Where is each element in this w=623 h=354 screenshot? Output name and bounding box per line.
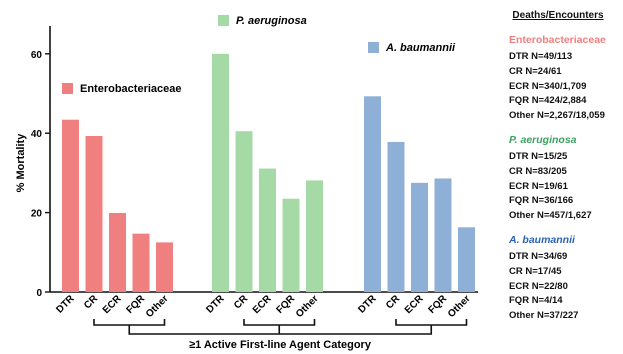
panel-count-line: FQR N=4/14 xyxy=(509,295,563,307)
panel-count-line: DTR N=34/69 xyxy=(509,250,568,262)
panel-count-line: ECR N=22/80 xyxy=(509,280,568,292)
legend-swatch xyxy=(62,83,73,94)
panel-groups: Enterobacteriaceae DTR N=49/113 CR N=24/61… xyxy=(495,34,621,324)
category-label: Other xyxy=(294,293,321,320)
bar xyxy=(235,131,253,292)
y-tick-label: 60 xyxy=(31,50,43,61)
legend-swatch xyxy=(368,42,379,53)
bar xyxy=(132,233,150,292)
bar xyxy=(411,182,428,292)
bar-layer xyxy=(62,53,475,293)
group-bracket xyxy=(243,319,316,326)
category-label: DTR xyxy=(204,293,227,316)
category-label: ECR xyxy=(251,293,274,316)
panel-count-line: FQR N=424/2,884 xyxy=(509,95,587,107)
y-tick-label: 40 xyxy=(31,129,43,140)
bar xyxy=(259,168,276,292)
group-bracket xyxy=(395,319,468,326)
bar xyxy=(306,180,323,292)
panel-group: A. baumannii DTR N=34/69 CR N=17/45 ECR N=2… xyxy=(509,234,621,324)
category-label: CR xyxy=(232,293,251,312)
panel-count-line: FQR N=36/166 xyxy=(509,195,574,207)
category-label: ECR xyxy=(403,293,426,316)
panel-count-line: CR N=24/61 xyxy=(509,65,562,77)
bar xyxy=(109,213,126,292)
bar xyxy=(434,178,452,292)
category-label: Other xyxy=(144,293,171,320)
category-label: DTR xyxy=(356,293,379,316)
bar xyxy=(62,119,79,292)
bar xyxy=(387,141,405,292)
panel-group: P. aeruginosa DTR N=15/25 CR N=83/205 ECR N… xyxy=(509,134,621,224)
panel-group: Enterobacteriaceae DTR N=49/113 CR N=24/61… xyxy=(509,34,621,124)
panel-count-line: Other N=37/227 xyxy=(509,310,579,322)
bar xyxy=(85,135,103,292)
panel-count-line: CR N=17/45 xyxy=(509,265,562,277)
panel-count-line: Other N=457/1,627 xyxy=(509,210,592,222)
category-label: DTR xyxy=(54,293,77,316)
legend-label: P. aeruginosa xyxy=(236,15,307,27)
panel-group-title: Enterobacteriaceae xyxy=(509,34,606,46)
y-axis-label: % Mortality xyxy=(15,133,27,193)
category-label: CR xyxy=(384,293,403,312)
legend-label: A. baumannii xyxy=(385,42,456,54)
category-label: ECR xyxy=(101,293,124,316)
panel-count-line: ECR N=19/61 xyxy=(509,180,568,192)
legend-label: Enterobacteriaceae xyxy=(80,83,182,95)
legend-swatch xyxy=(218,15,229,26)
x-axis-label: ≥1 Active First-line Agent Category xyxy=(189,339,372,351)
group-bracket xyxy=(93,319,166,326)
bar xyxy=(156,242,173,292)
category-label: Other xyxy=(446,293,473,320)
panel-count-line: Other N=2,267/18,059 xyxy=(509,110,605,122)
panel-count-line: ECR N=340/1,709 xyxy=(509,80,587,92)
panel-group-title: A. baumannii xyxy=(509,233,575,246)
panel-count-line: DTR N=49/113 xyxy=(509,51,573,62)
y-tick-label: 20 xyxy=(31,209,43,220)
y-tick-label: 0 xyxy=(36,288,42,299)
panel-header: Deaths/Encounters xyxy=(512,10,604,21)
deaths-encounters-panel: Deaths/Encounters Enterobacteriaceae DTR … xyxy=(495,10,621,334)
category-label: CR xyxy=(82,293,101,312)
bar xyxy=(212,53,229,293)
bar xyxy=(282,198,300,292)
bar xyxy=(364,96,381,292)
combined-bracket xyxy=(128,325,433,335)
bar xyxy=(458,227,475,292)
panel-count-line: CR N=83/205 xyxy=(509,165,567,177)
panel-group-title: P. aeruginosa xyxy=(509,133,577,146)
panel-count-line: DTR N=15/25 xyxy=(509,150,568,162)
